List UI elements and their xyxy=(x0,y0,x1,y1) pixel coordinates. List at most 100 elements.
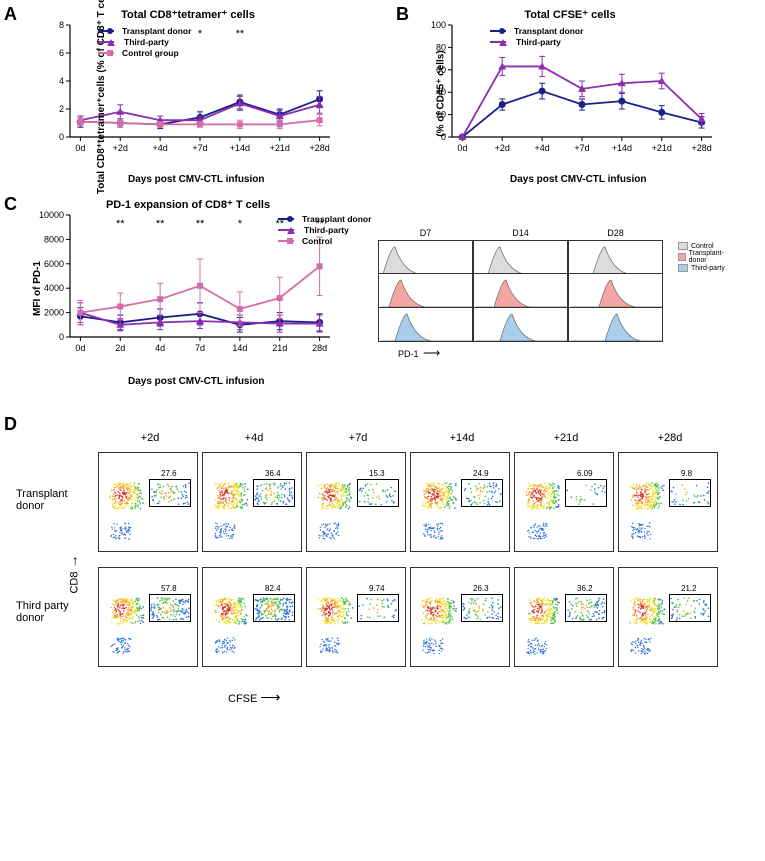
panel-c-legend: Transplant donorThird-partyControl xyxy=(278,214,371,247)
svg-text:28d: 28d xyxy=(312,343,327,353)
svg-text:**: ** xyxy=(196,218,205,230)
row-d: D CD8 → +2d+4d+7d+14d+21d+28dTransplantd… xyxy=(8,418,757,698)
svg-text:2000: 2000 xyxy=(44,308,64,318)
gate-label: 36.4 xyxy=(265,469,281,478)
panel-c-label: C xyxy=(4,194,17,215)
legend-item: Control xyxy=(278,236,371,246)
gate-label: 57.8 xyxy=(161,584,177,593)
svg-text:100: 100 xyxy=(431,20,446,30)
gate-box xyxy=(253,594,295,622)
gate-box xyxy=(357,479,399,507)
panel-d-ylabel: CD8 → xyxy=(65,554,81,593)
histogram-cell xyxy=(568,240,663,274)
scatter-cell: 36.4 xyxy=(202,452,302,552)
panel-a: A Total CD8⁺tetramer⁺ cells 024680d+2d+4… xyxy=(8,8,378,155)
svg-text:+21d: +21d xyxy=(270,143,290,153)
histogram-legend: ControlTransplant-donorThird-party xyxy=(678,242,726,272)
gate-box xyxy=(149,479,191,507)
gate-box xyxy=(565,479,607,507)
histogram-column: D14 xyxy=(473,228,568,342)
scatter-row-title: Third partydonor xyxy=(16,600,86,624)
svg-text:+2d: +2d xyxy=(495,143,510,153)
histogram-x-axis: PD-1 ⟶ xyxy=(378,344,663,362)
svg-text:+4d: +4d xyxy=(534,143,549,153)
histogram-cell xyxy=(378,274,473,308)
scatter-col-title: +4d xyxy=(202,432,306,450)
histogram-cell xyxy=(568,308,663,342)
gate-box xyxy=(149,594,191,622)
panel-d-xlabel: CFSE ⟶ xyxy=(228,689,280,706)
svg-text:4: 4 xyxy=(59,76,64,86)
panel-b-xlabel: Days post CMV-CTL infusion xyxy=(510,174,647,185)
histogram-cell xyxy=(378,308,473,342)
svg-text:10000: 10000 xyxy=(39,210,64,220)
legend-item: Third-party xyxy=(490,37,583,47)
gate-label: 21.2 xyxy=(681,584,697,593)
legend-item: Third-party xyxy=(98,37,191,47)
gate-box xyxy=(669,479,711,507)
histogram-cell xyxy=(473,308,568,342)
legend-item: Transplant donor xyxy=(490,26,583,36)
svg-text:0: 0 xyxy=(59,332,64,342)
gate-label: 26.3 xyxy=(473,584,489,593)
svg-text:+14d: +14d xyxy=(612,143,632,153)
svg-text:**: ** xyxy=(236,28,245,40)
histogram-col-title: D28 xyxy=(568,228,663,238)
panel-d-grid: CD8 → +2d+4d+7d+14d+21d+28dTransplantdon… xyxy=(98,428,722,682)
panel-b-label: B xyxy=(396,4,409,25)
svg-text:+14d: +14d xyxy=(230,143,250,153)
svg-text:7d: 7d xyxy=(195,343,205,353)
gate-box xyxy=(461,594,503,622)
legend-item: Transplant donor xyxy=(278,214,371,224)
scatter-col-title: +14d xyxy=(410,432,514,450)
scatter-cell: 15.3 xyxy=(306,452,406,552)
panel-c-ylabel: MFI of PD-1 xyxy=(32,261,43,316)
svg-text:+28d: +28d xyxy=(309,143,329,153)
histogram-column: D28 xyxy=(568,228,663,342)
histogram-cell xyxy=(473,240,568,274)
gate-box xyxy=(565,594,607,622)
svg-text:14d: 14d xyxy=(232,343,247,353)
gate-box xyxy=(357,594,399,622)
panel-b-ylabel: (% of CD45⁺ cells) xyxy=(436,50,447,136)
svg-text:+4d: +4d xyxy=(152,143,167,153)
histogram-column: D7 xyxy=(378,228,473,342)
histogram-col-title: D7 xyxy=(378,228,473,238)
svg-text:4d: 4d xyxy=(155,343,165,353)
svg-text:21d: 21d xyxy=(272,343,287,353)
scatter-cell: 57.8 xyxy=(98,567,198,667)
scatter-col-title: +7d xyxy=(306,432,410,450)
row-c: C PD-1 expansion of CD8⁺ T cells 0200040… xyxy=(8,198,757,418)
scatter-cell: 27.6 xyxy=(98,452,198,552)
legend-item: Control group xyxy=(98,48,191,58)
legend-item: Third-party xyxy=(278,225,371,235)
histogram-cell xyxy=(378,240,473,274)
svg-text:0d: 0d xyxy=(75,343,85,353)
scatter-col-title: +2d xyxy=(98,432,202,450)
histogram-col-title: D14 xyxy=(473,228,568,238)
svg-text:+7d: +7d xyxy=(192,143,207,153)
panel-c: C PD-1 expansion of CD8⁺ T cells 0200040… xyxy=(8,198,378,355)
svg-text:4000: 4000 xyxy=(44,283,64,293)
scatter-col-title: +21d xyxy=(514,432,618,450)
panel-c-title: PD-1 expansion of CD8⁺ T cells xyxy=(58,198,318,211)
panel-b-title: Total CFSE⁺ cells xyxy=(440,8,700,21)
scatter-cell: 21.2 xyxy=(618,567,718,667)
gate-box xyxy=(461,479,503,507)
svg-text:2d: 2d xyxy=(115,343,125,353)
scatter-cell: 9.8 xyxy=(618,452,718,552)
gate-label: 24.9 xyxy=(473,469,489,478)
panel-c-xlabel: Days post CMV-CTL infusion xyxy=(128,376,265,387)
histogram-legend-item: Control xyxy=(678,242,726,250)
svg-text:+7d: +7d xyxy=(574,143,589,153)
gate-label: 27.6 xyxy=(161,469,177,478)
gate-label: 9.74 xyxy=(369,584,385,593)
panel-b: B Total CFSE⁺ cells 0204060801000d+2d+4d… xyxy=(400,8,750,155)
svg-text:0d: 0d xyxy=(75,143,85,153)
histogram-legend-item: Third-party xyxy=(678,264,726,272)
svg-text:+2d: +2d xyxy=(113,143,128,153)
histogram-cell xyxy=(473,274,568,308)
svg-text:2: 2 xyxy=(59,104,64,114)
legend-item: Transplant donor xyxy=(98,26,191,36)
panel-c-histograms: D7D14D28 ControlTransplant-donorThird-pa… xyxy=(378,228,663,362)
